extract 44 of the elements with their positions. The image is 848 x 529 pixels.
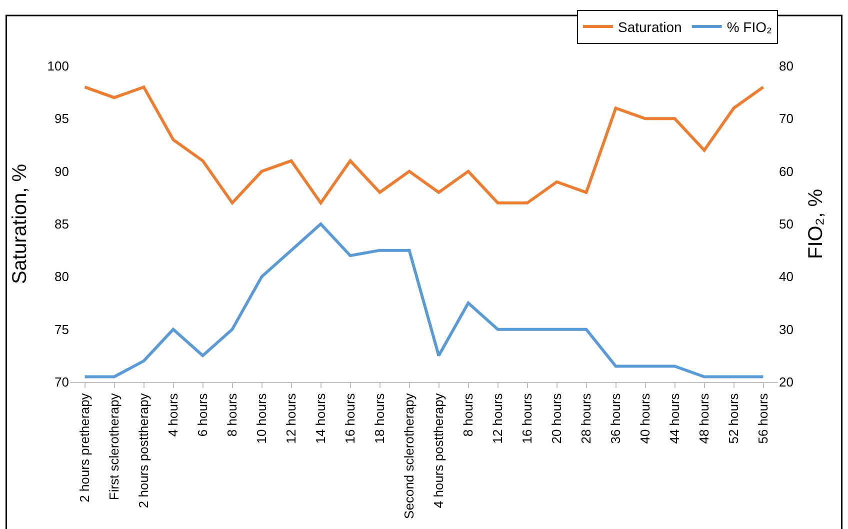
- x-tick-label: 36 hours: [608, 392, 623, 444]
- y-tick-label: 100: [47, 58, 69, 74]
- y-tick-label: 90: [54, 164, 69, 179]
- x-tick-label: 56 hours: [755, 392, 770, 444]
- y2-tick-label: 80: [779, 58, 794, 74]
- y-tick-label: 75: [54, 322, 69, 337]
- y2-tick-label: 50: [779, 216, 794, 232]
- line-series: [83, 222, 765, 378]
- x-tick-label: 12 hours: [490, 392, 505, 444]
- x-tick-label: 4 hours posttherapy: [430, 392, 446, 508]
- x-tick-label: 2 hours pretherapy: [76, 392, 92, 502]
- y-axis-title: Saturation, %: [8, 164, 31, 284]
- x-tick-label: 44 hours: [666, 392, 682, 444]
- x-tick-label: 6 hours: [194, 392, 210, 437]
- x-tick-label: 18 hours: [372, 392, 387, 444]
- y-tick-label: 85: [54, 216, 69, 232]
- x-tick-label: 40 hours: [637, 392, 652, 444]
- y2-tick-label: 30: [779, 322, 794, 337]
- x-tick-label: 20 hours: [548, 392, 564, 444]
- y-tick-label: 80: [54, 269, 69, 284]
- y-tick-label: 70: [54, 374, 69, 390]
- y2-tick-label: 70: [779, 111, 794, 126]
- x-tick-label: 8 hours: [224, 392, 240, 437]
- x-tick-label: 2 hours posttherapy: [136, 392, 151, 508]
- x-tick-label: First sclerotherapy: [106, 392, 122, 500]
- legend-label: % FIO₂: [726, 18, 772, 35]
- x-tick-label: 16 hours: [519, 392, 534, 444]
- x-tick-label: 14 hours: [312, 392, 328, 444]
- y2-tick-label: 20: [779, 374, 794, 390]
- x-tick-label: Second sclerotherapy: [401, 392, 416, 519]
- x-tick-label: 48 hours: [696, 392, 712, 444]
- x-tick-label: 12 hours: [283, 392, 298, 444]
- y2-tick-label: 60: [779, 164, 794, 179]
- line-series: [83, 86, 765, 204]
- x-tick-label: 28 hours: [578, 392, 594, 444]
- x-tick-label: 4 hours: [165, 392, 180, 437]
- x-tick-label: 52 hours: [726, 392, 741, 444]
- x-tick-label: 8 hours: [460, 392, 476, 437]
- y2-axis-title: FIO₂, %: [804, 188, 827, 259]
- y-tick-label: 95: [54, 111, 69, 126]
- y2-tick-label: 40: [779, 269, 794, 284]
- x-tick-label: 10 hours: [254, 392, 269, 444]
- legend-label: Saturation: [618, 18, 682, 35]
- x-tick-label: 16 hours: [342, 392, 358, 444]
